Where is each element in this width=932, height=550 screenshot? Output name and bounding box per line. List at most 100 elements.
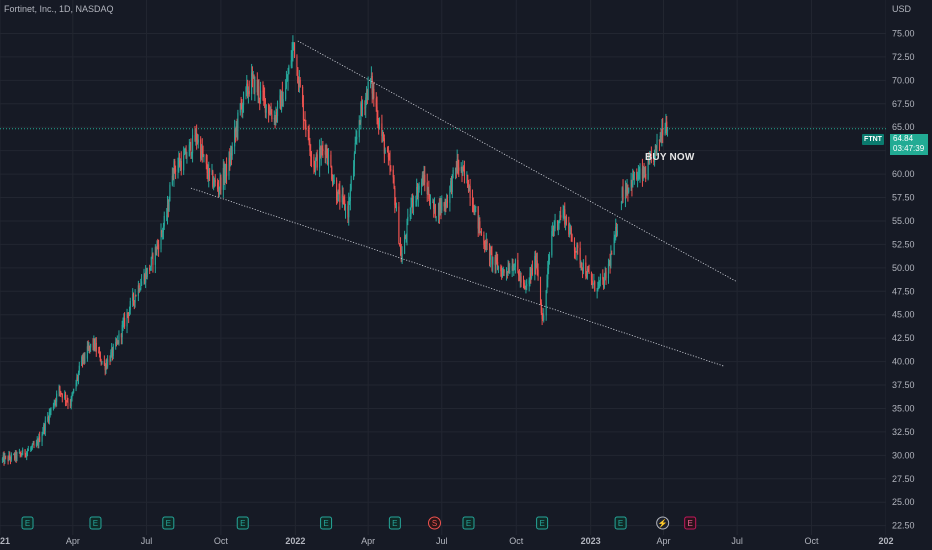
- candle-body: [630, 179, 632, 188]
- candle-body: [473, 211, 475, 215]
- ticker-badge: FTNT: [862, 134, 884, 145]
- candle-body: [2, 455, 4, 459]
- time-tick-label: Jul: [731, 536, 743, 546]
- event-marker-earnings[interactable]: E: [236, 516, 249, 530]
- candle-body: [607, 264, 610, 279]
- candle-body: [440, 201, 442, 211]
- candle-body: [422, 175, 424, 185]
- candle-body: [154, 247, 156, 265]
- candle-body: [99, 352, 101, 362]
- candle-body: [350, 179, 352, 190]
- candle-body: [649, 154, 652, 157]
- price-axis[interactable]: USD 22.50 25.00 27.50 30.00 32.50 35.00 37.50 40…: [886, 0, 932, 550]
- event-marker-lightning[interactable]: ⚡: [656, 516, 670, 530]
- candle-body: [580, 263, 582, 265]
- candle-body: [450, 181, 452, 187]
- candle-body: [21, 454, 23, 456]
- candle-body: [276, 102, 279, 117]
- candle-body: [10, 454, 12, 460]
- event-marker-earnings-upcoming[interactable]: E: [684, 516, 697, 530]
- candle-body: [231, 146, 233, 156]
- candle-body: [9, 458, 12, 460]
- candle-body: [36, 441, 38, 444]
- trendline-upper: [297, 40, 738, 283]
- candle-body: [285, 88, 287, 100]
- candle-body: [392, 169, 394, 178]
- candle-body: [66, 400, 68, 402]
- candle-body: [418, 185, 420, 190]
- candle-body: [200, 146, 203, 159]
- candle-body: [569, 227, 571, 232]
- event-marker-split[interactable]: S: [428, 516, 442, 530]
- candle-body: [149, 267, 151, 271]
- candle-body: [59, 386, 61, 391]
- earnings-label: E: [539, 519, 544, 528]
- candle-body: [194, 135, 196, 141]
- buy-now-annotation[interactable]: BUY NOW: [645, 152, 695, 163]
- candle-body: [653, 157, 655, 163]
- candle-body: [270, 110, 272, 115]
- candle-body: [220, 177, 222, 190]
- time-tick-label: Oct: [214, 536, 229, 546]
- event-marker-earnings[interactable]: E: [536, 516, 549, 530]
- event-marker-earnings[interactable]: E: [162, 516, 175, 530]
- candle-body: [361, 107, 364, 110]
- candle-body: [4, 456, 6, 463]
- candle-body: [234, 129, 237, 133]
- event-marker-earnings[interactable]: E: [462, 516, 475, 530]
- candle-body: [359, 120, 361, 123]
- candle-body: [263, 90, 265, 96]
- candle-body: [41, 434, 43, 442]
- event-marker-earnings[interactable]: E: [21, 516, 34, 530]
- candle-body: [625, 189, 627, 194]
- candle-body: [212, 171, 214, 187]
- event-marker-earnings[interactable]: E: [388, 516, 401, 530]
- time-tick-label: 202: [878, 536, 893, 546]
- candle-body: [599, 280, 601, 282]
- candle-body: [251, 72, 253, 95]
- candle-body: [463, 166, 465, 170]
- candle-body: [342, 194, 344, 197]
- candle-body: [269, 110, 271, 115]
- candle-body: [373, 88, 375, 99]
- candle-body: [353, 166, 355, 180]
- candle-body: [158, 244, 160, 250]
- candle-body: [5, 456, 7, 458]
- candle-body: [268, 104, 270, 114]
- candle-body: [610, 253, 612, 266]
- candle-body: [384, 149, 386, 154]
- candle-body: [175, 169, 177, 172]
- event-marker-earnings[interactable]: E: [320, 516, 333, 530]
- candle-body: [574, 251, 576, 252]
- trendlines[interactable]: [190, 40, 738, 367]
- candle-body: [139, 289, 141, 292]
- candle-body: [117, 340, 119, 344]
- price-tick-label: 37.50: [892, 380, 915, 390]
- time-axis[interactable]: 2021 Apr Jul Oct 2022 Apr Jul Oct 2023 Apr Jul Oct 2…: [0, 536, 894, 546]
- candle-body: [399, 245, 402, 250]
- candle-body: [338, 189, 340, 191]
- time-tick-label: Jul: [436, 536, 448, 546]
- price-tick-label: 67.50: [892, 99, 915, 109]
- candle-body: [245, 87, 247, 93]
- candle-body: [213, 179, 215, 185]
- candle-body: [162, 232, 164, 233]
- candle-body: [128, 309, 131, 316]
- candle-body: [122, 322, 124, 325]
- candle-body: [207, 172, 209, 179]
- candle-body: [151, 254, 153, 258]
- candle-body: [417, 189, 419, 198]
- candle-body: [564, 209, 566, 225]
- candle-body: [336, 180, 338, 200]
- candle-body: [88, 346, 90, 349]
- event-markers[interactable]: E E E E E E E S E E ⚡ E: [21, 516, 697, 530]
- candle-body: [445, 201, 447, 208]
- candle-body: [543, 315, 545, 321]
- candle-body: [540, 302, 542, 314]
- candle-body: [656, 139, 658, 149]
- event-marker-earnings[interactable]: E: [614, 516, 627, 530]
- candle-body: [571, 234, 573, 241]
- event-marker-earnings[interactable]: E: [89, 516, 102, 530]
- candle-body: [438, 203, 440, 216]
